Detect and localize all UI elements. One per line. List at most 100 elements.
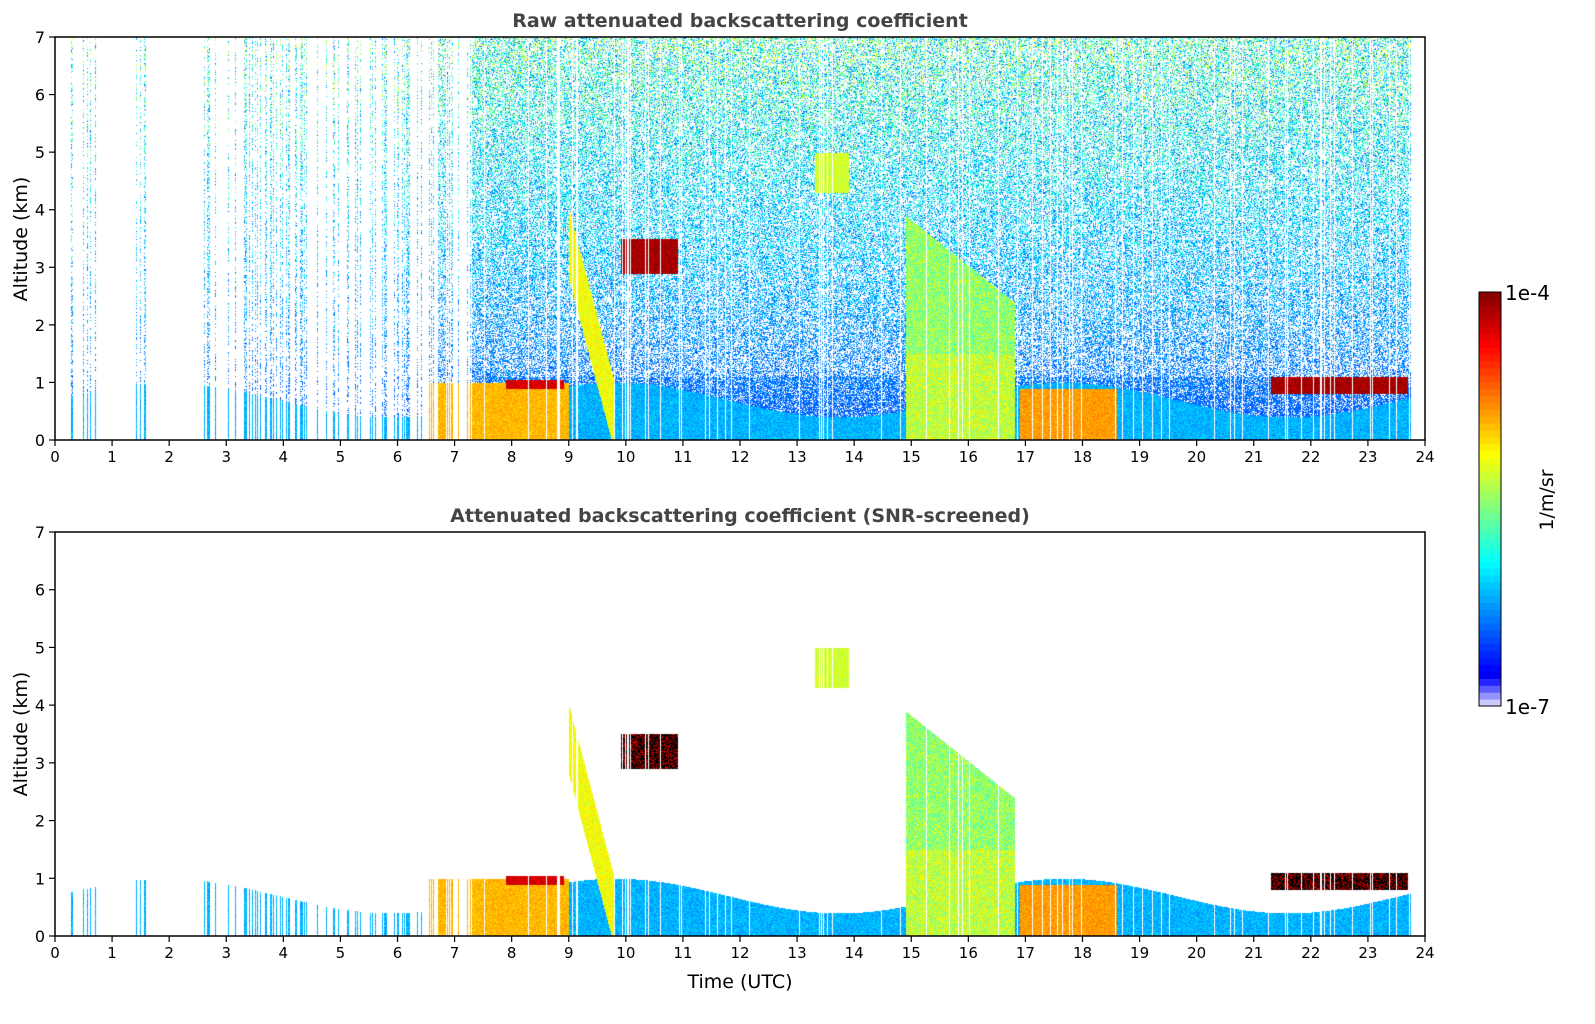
colorbar-max-label: 1e-4	[1505, 281, 1550, 305]
colorbar-segment	[1479, 581, 1501, 590]
x-tick-label: 2	[164, 448, 174, 466]
x-tick-label: 10	[616, 448, 635, 466]
colorbar-segment	[1479, 381, 1501, 390]
colorbar-min-label: 1e-7	[1505, 695, 1550, 719]
colorbar-segment	[1479, 547, 1501, 555]
colorbar-segment	[1479, 505, 1501, 514]
x-tick-label: 9	[564, 944, 574, 962]
x-tick-label: 17	[1016, 944, 1035, 962]
y-tick-label: 3	[35, 258, 45, 277]
x-tick-label: 21	[1244, 944, 1263, 962]
colorbar-segment	[1479, 588, 1501, 597]
colorbar-segment	[1479, 657, 1501, 666]
colorbar-segment	[1479, 423, 1501, 431]
colorbar-segment	[1479, 312, 1501, 321]
x-tick-label: 23	[1358, 448, 1377, 466]
x-tick-label: 12	[730, 944, 749, 962]
bottom-y-ticks: 0 1 2 3 4 5 6 7	[35, 523, 55, 946]
colorbar-segment	[1479, 443, 1501, 452]
colorbar-gradient	[1479, 292, 1501, 707]
x-tick-label: 8	[507, 448, 517, 466]
colorbar-segment	[1479, 602, 1501, 610]
colorbar-segment	[1479, 650, 1501, 659]
x-tick-label: 0	[50, 448, 60, 466]
x-tick-label: 14	[845, 448, 864, 466]
colorbar-segment	[1479, 354, 1501, 362]
colorbar-segment	[1479, 699, 1501, 707]
y-tick-label: 0	[35, 927, 45, 946]
colorbar-segment	[1479, 333, 1501, 341]
colorbar-segment	[1479, 298, 1501, 307]
bottom-panel: Attenuated backscattering coefficient (S…	[10, 505, 1435, 993]
colorbar-segment	[1479, 630, 1501, 638]
x-tick-label: 13	[788, 448, 807, 466]
colorbar-segment	[1479, 568, 1501, 576]
y-tick-label: 7	[35, 28, 45, 47]
y-tick-label: 2	[35, 812, 45, 831]
top-y-axis-label: Altitude (km)	[10, 177, 32, 302]
x-tick-label: 3	[221, 944, 231, 962]
colorbar-segment	[1479, 326, 1501, 334]
x-tick-label: 1	[107, 448, 117, 466]
x-tick-label: 7	[450, 448, 460, 466]
y-tick-label: 1	[35, 373, 45, 392]
colorbar-segment	[1479, 430, 1501, 438]
x-tick-label: 11	[673, 944, 692, 962]
y-tick-label: 2	[35, 316, 45, 335]
y-tick-label: 6	[35, 581, 45, 600]
colorbar-segment	[1479, 340, 1501, 348]
top-x-ticks: 0 1 2 3 4 5 6 7 8 9 10 11 12 13 14 15 16 17 18 19 20 21 22 23 24	[50, 440, 1435, 466]
heatmap-image	[55, 37, 1425, 440]
colorbar-segment	[1479, 526, 1501, 534]
x-tick-label: 13	[788, 944, 807, 962]
top-panel-title: Raw attenuated backscattering coefficien…	[512, 10, 968, 32]
colorbar-segment	[1479, 609, 1501, 617]
colorbar-unit-label: 1/m/sr	[1536, 469, 1558, 530]
x-tick-label: 10	[616, 944, 635, 962]
colorbar-segment	[1479, 533, 1501, 541]
y-tick-label: 4	[35, 201, 45, 220]
x-tick-label: 2	[164, 944, 174, 962]
x-tick-label: 19	[1130, 944, 1149, 962]
x-tick-label: 15	[902, 448, 921, 466]
y-tick-label: 7	[35, 523, 45, 542]
colorbar-segment	[1479, 671, 1501, 679]
x-tick-label: 19	[1130, 448, 1149, 466]
top-heatmap	[55, 37, 1425, 440]
y-tick-label: 6	[35, 86, 45, 105]
colorbar-frame	[1478, 291, 1502, 707]
x-tick-label: 24	[1415, 944, 1434, 962]
x-tick-label: 9	[564, 448, 574, 466]
x-tick-label: 16	[959, 944, 978, 962]
colorbar-segment	[1479, 643, 1501, 652]
colorbar-segment	[1479, 519, 1501, 528]
x-tick-label: 16	[959, 448, 978, 466]
x-tick-label: 23	[1358, 944, 1377, 962]
colorbar-segment	[1479, 540, 1501, 548]
x-tick-label: 11	[673, 448, 692, 466]
colorbar-segment	[1479, 471, 1501, 479]
colorbar-segment	[1479, 485, 1501, 493]
colorbar-segment	[1479, 499, 1501, 507]
colorbar-segment	[1479, 292, 1501, 300]
colorbar-segment	[1479, 492, 1501, 500]
colorbar-segment	[1479, 409, 1501, 417]
x-tick-label: 6	[393, 944, 403, 962]
x-tick-label: 4	[279, 448, 289, 466]
x-tick-label: 17	[1016, 448, 1035, 466]
y-tick-label: 1	[35, 869, 45, 888]
x-tick-label: 5	[336, 448, 346, 466]
y-tick-label: 3	[35, 754, 45, 773]
colorbar-segment	[1479, 402, 1501, 410]
colorbar-segment	[1479, 616, 1501, 624]
x-tick-label: 20	[1187, 944, 1206, 962]
colorbar-segment	[1479, 361, 1501, 369]
colorbar-segment	[1479, 347, 1501, 355]
colorbar-segment	[1479, 478, 1501, 486]
top-y-ticks: 0 1 2 3 4 5 6 7	[35, 28, 55, 450]
colorbar-segment	[1479, 367, 1501, 376]
colorbar-segment	[1479, 436, 1501, 445]
colorbar-segment	[1479, 457, 1501, 465]
x-tick-label: 22	[1301, 944, 1320, 962]
